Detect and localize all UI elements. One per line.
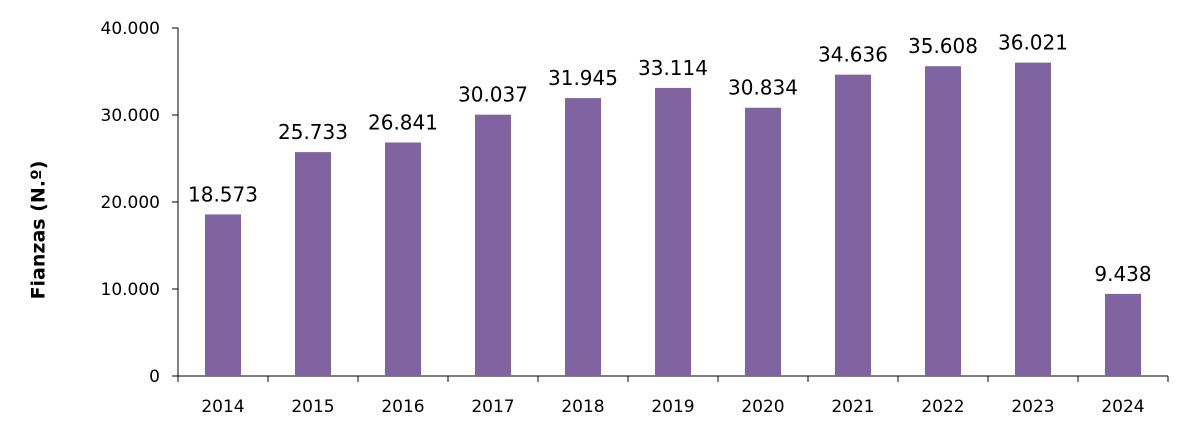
bars	[205, 62, 1141, 377]
x-tick-label: 2018	[561, 397, 604, 417]
bar-2024	[1105, 293, 1141, 376]
bar-2020	[745, 107, 781, 376]
x-tick-label: 2024	[1101, 397, 1144, 417]
bar-2023	[1015, 62, 1051, 376]
value-label: 31.945	[548, 66, 618, 90]
value-label: 25.733	[278, 120, 348, 144]
y-tick-label: 20.000	[101, 193, 160, 213]
x-tick-label: 2023	[1011, 397, 1054, 417]
x-tick-label: 2022	[921, 397, 964, 417]
y-tick-label: 40.000	[101, 19, 160, 39]
value-label: 35.608	[908, 34, 978, 58]
bar-2022	[925, 66, 961, 377]
x-tick-label: 2021	[831, 397, 874, 417]
value-label: 9.438	[1094, 262, 1151, 286]
data-labels: 2014 18.573 2015 25.733 2016 26.841 2017 30.037…	[188, 31, 1152, 417]
x-tick-label: 2017	[471, 397, 514, 417]
y-tick-label: 0	[149, 367, 160, 387]
x-tick-label: 2019	[651, 397, 694, 417]
x-tick-label: 2020	[741, 397, 784, 417]
bar-2015	[295, 152, 331, 376]
value-label: 36.021	[998, 31, 1068, 55]
bar-2017	[475, 114, 511, 376]
x-tick-label: 2016	[381, 397, 424, 417]
x-tick-label: 2014	[201, 397, 244, 417]
bar-2016	[385, 142, 421, 376]
x-tick-label: 2015	[291, 397, 334, 417]
value-label: 30.037	[458, 83, 528, 107]
value-label: 18.573	[188, 182, 258, 206]
bar-2018	[565, 98, 601, 377]
value-label: 26.841	[368, 110, 438, 134]
y-tick-label: 10.000	[101, 280, 160, 300]
axes: 0 10.000 20.000 30.000 40.000	[101, 19, 1169, 387]
bar-2021	[835, 74, 871, 376]
bar-2019	[655, 87, 691, 376]
bar-2014	[205, 214, 241, 376]
y-tick-label: 30.000	[101, 106, 160, 126]
value-label: 33.114	[638, 56, 708, 80]
value-label: 30.834	[728, 76, 798, 100]
value-label: 34.636	[818, 43, 888, 67]
